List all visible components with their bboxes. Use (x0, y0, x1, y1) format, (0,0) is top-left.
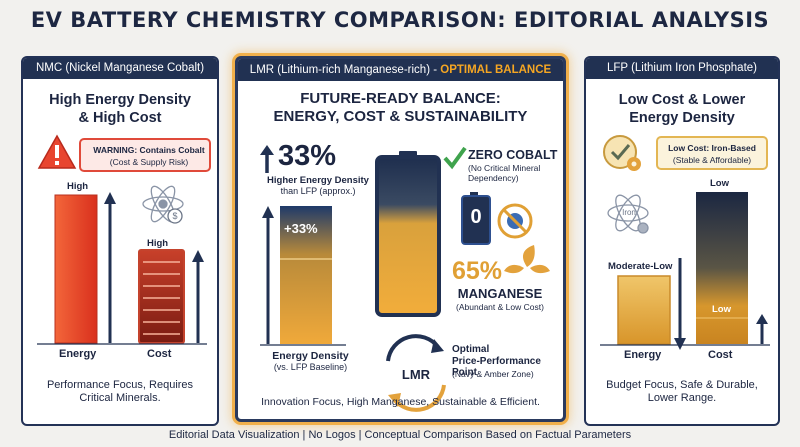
check-icon (443, 146, 467, 170)
lmr-header-accent: OPTIMAL BALANCE (440, 64, 552, 76)
lfp-summary-line2: Lower Range. (647, 392, 717, 404)
nmc-cost-bar (138, 249, 185, 344)
nmc-summary-line1: Performance Focus, Requires (46, 379, 194, 391)
nmc-energy-label: Energy (59, 348, 97, 360)
lmr-graphics (260, 146, 550, 412)
cobalt-atom-icon: $ (142, 185, 184, 224)
iron-label: Iron (622, 208, 636, 217)
lfp-cost-bar (696, 192, 748, 344)
iron-atom-icon (607, 194, 649, 234)
nmc-cost-level: High (147, 238, 169, 249)
lfp-energy-bar (617, 275, 671, 345)
lmr-energy-axis-note: (vs. LFP Baseline) (273, 362, 348, 372)
optimal-line1: Optimal (452, 344, 490, 355)
nmc-cost-label: Cost (147, 348, 172, 360)
svg-text:$: $ (172, 211, 177, 221)
page-title: EV BATTERY CHEMISTRY COMPARISON: EDITORI… (30, 8, 770, 32)
nmc-energy-bar (54, 194, 98, 344)
no-cobalt-icon (497, 203, 533, 239)
zero-cobalt-note-line1: (No Critical Mineral (468, 163, 541, 173)
big-battery-icon (375, 155, 441, 317)
lmr-cycle-label: LMR (401, 367, 431, 382)
leaf-icon (504, 245, 550, 274)
optimal-note: (Navy & Amber Zone) (452, 369, 534, 379)
lfp-cost-level-fill: Low (712, 304, 731, 315)
zero-cobalt-title: ZERO COBALT (468, 148, 558, 162)
lmr-energy-bar (280, 206, 332, 344)
zero-cobalt-note-line2: Dependency) (468, 173, 519, 183)
up-arrow-icon (260, 145, 274, 173)
manganese-percent: 65% (452, 257, 503, 285)
nmc-bar-chart: $ (37, 185, 207, 345)
optimal-line2: Price-Performance Point (452, 356, 541, 378)
energy-gain-label: Higher Energy Density (267, 175, 369, 186)
zero-digit: 0 (470, 206, 482, 228)
nmc-subtitle-line2: & High Cost (78, 110, 162, 126)
iron-info-box: Low Cost: Iron-Based (Stable & Affordabl… (656, 136, 768, 170)
manganese-note: (Abundant & Low Cost) (456, 302, 544, 312)
lfp-bar-chart (600, 192, 770, 350)
nmc-summary-line2: Critical Minerals. (79, 392, 161, 404)
warning-detail: (Cost & Supply Risk) (109, 157, 189, 167)
footer-caption: Editorial Data Visualization | No Logos … (168, 429, 632, 441)
zero-battery-icon (461, 195, 491, 245)
lmr-header: LMR (Lithium-rich Manganese-rich) - OPTI… (238, 59, 563, 81)
lfp-cost-label: Cost (708, 349, 733, 361)
info-title: Low Cost: Iron-Based (668, 143, 756, 153)
energy-gain-value: 33% (278, 140, 337, 172)
lmr-subtitle-line2: ENERGY, COST & SUSTAINABILITY (273, 108, 528, 125)
lfp-header: LFP (Lithium Iron Phosphate) (586, 58, 778, 79)
info-detail: (Stable & Affordable) (672, 155, 752, 165)
warning-triangle-icon (37, 134, 77, 169)
lmr-bar-label: +33% (284, 221, 318, 236)
lfp-summary-line1: Budget Focus, Safe & Durable, (606, 379, 758, 391)
lmr-energy-axis-label: Energy Density (272, 350, 349, 362)
nmc-panel: NMC (Nickel Manganese Cobalt) High Energ… (21, 56, 219, 426)
lfp-energy-level: Moderate-Low (608, 261, 673, 272)
lfp-cost-level-top: Low (710, 178, 729, 189)
checkmark-gear-icon (603, 135, 641, 171)
warning-title: WARNING: Contains Cobalt (93, 145, 205, 155)
lfp-subtitle-line2: Energy Density (629, 110, 735, 126)
nmc-header: NMC (Nickel Manganese Cobalt) (23, 58, 217, 79)
lfp-panel: LFP (Lithium Iron Phosphate) Low Cost & … (584, 56, 780, 426)
lmr-subtitle-line1: FUTURE-READY BALANCE: (300, 90, 501, 107)
lmr-header-prefix: LMR (Lithium-rich Manganese-rich) - (249, 64, 438, 76)
lmr-cycle-icon (386, 334, 446, 412)
manganese-label: MANGANESE (457, 286, 543, 301)
nmc-subtitle-line1: High Energy Density (49, 92, 191, 108)
lfp-energy-label: Energy (624, 349, 662, 361)
cobalt-warning-box: WARNING: Contains Cobalt (Cost & Supply … (79, 138, 211, 172)
energy-gain-note: than LFP (approx.) (280, 186, 356, 196)
lmr-panel: LMR (Lithium-rich Manganese-rich) - OPTI… (235, 56, 566, 422)
nmc-energy-level: High (67, 181, 89, 192)
lmr-summary: Innovation Focus, High Manganese, Sustai… (261, 396, 540, 408)
lfp-subtitle-line1: Low Cost & Lower (618, 92, 746, 108)
